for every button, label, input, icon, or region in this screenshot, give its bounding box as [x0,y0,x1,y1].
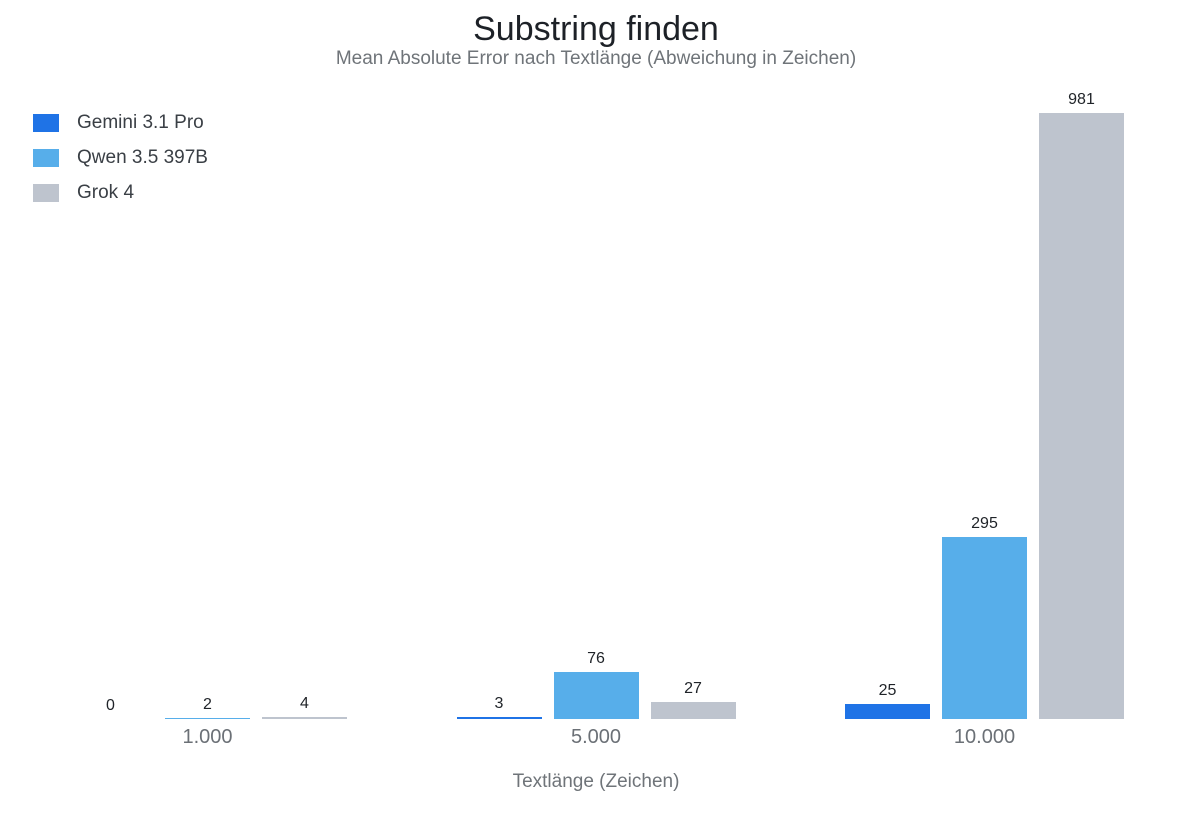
bar-col-gemini-3-1-pro-5-000: 3 [456,694,542,719]
bar-col-qwen-3-5-397b-5-000: 76 [553,649,639,719]
legend-label: Grok 4 [77,182,135,203]
bar-value-label: 2 [203,695,212,713]
bars-row: 0 2 4 [68,70,347,719]
bar-col-grok-4-5-000: 27 [650,679,736,719]
bar-value-label: 76 [587,650,605,668]
legend-swatch-gemini-3-1-pro [33,114,59,132]
bar-col-qwen-3-5-397b-1-000: 2 [165,695,250,719]
legend-item-gemini-3-1-pro: Gemini 3.1 Pro [33,112,208,134]
bar-value-label: 27 [684,680,702,698]
chart-subtitle: Mean Absolute Error nach Textlänge (Abwe… [335,48,857,69]
legend-label: Qwen 3.5 397B [77,147,208,168]
bar-qwen-3-5-397b-10-000 [942,536,1027,719]
legend: Gemini 3.1 Pro Qwen 3.5 397B Grok 4 [33,112,208,204]
legend-item-qwen-3-5-397b: Qwen 3.5 397B [33,147,208,169]
bar-qwen-3-5-397b-1-000 [165,717,250,719]
bar-value-label: 4 [300,694,309,712]
bar-group-10-000: 25 295 981 10.000 [845,70,1124,749]
chart-title: Substring finden [473,10,719,48]
category-label-10-000: 10.000 [953,726,1016,748]
legend-label: Gemini 3.1 Pro [77,112,204,133]
bar-col-qwen-3-5-397b-10-000: 295 [942,514,1027,719]
plot-area: 0 2 4 1.000 3 76 27 5.000 25 295 981 10.000 [68,70,1124,749]
bars-row: 25 295 981 [845,70,1124,719]
chart-page: { "page": { "background": "#ffffff" }, "… [0,10,1192,819]
bar-value-label: 25 [878,681,897,699]
bar-col-grok-4-1-000: 4 [262,694,347,719]
bar-value-label: 0 [106,697,115,714]
legend-swatch-grok-4 [33,184,59,202]
bar-group-1-000: 0 2 4 1.000 [68,70,347,749]
bar-grok-4-1-000 [262,716,347,719]
category-label-5-000: 5.000 [570,726,622,748]
bar-group-5-000: 3 76 27 5.000 [456,70,736,749]
legend-item-grok-4: Grok 4 [33,182,208,204]
category-label-1-000: 1.000 [182,726,233,748]
bar-grok-4-5-000 [650,702,736,719]
bars-row: 3 76 27 [456,70,736,719]
bar-grok-4-10-000 [1039,113,1124,719]
bar-value-label: 3 [494,695,504,713]
bar-value-label: 981 [1068,91,1095,108]
chart-header: Substring finden Mean Absolute Error nac… [0,10,1192,70]
bar-qwen-3-5-397b-5-000 [553,672,639,719]
bar-value-label: 295 [971,514,998,532]
legend-swatch-qwen-3-5-397b [33,149,59,167]
bar-gemini-3-1-pro-5-000 [456,717,542,719]
bar-col-gemini-3-1-pro-10-000: 25 [845,681,930,719]
bar-col-grok-4-10-000: 981 [1039,90,1124,719]
x-axis-title: Textlänge (Zeichen) [512,771,680,792]
bar-gemini-3-1-pro-10-000 [845,703,930,719]
bar-col-gemini-3-1-pro-1-000: 0 [68,696,153,719]
